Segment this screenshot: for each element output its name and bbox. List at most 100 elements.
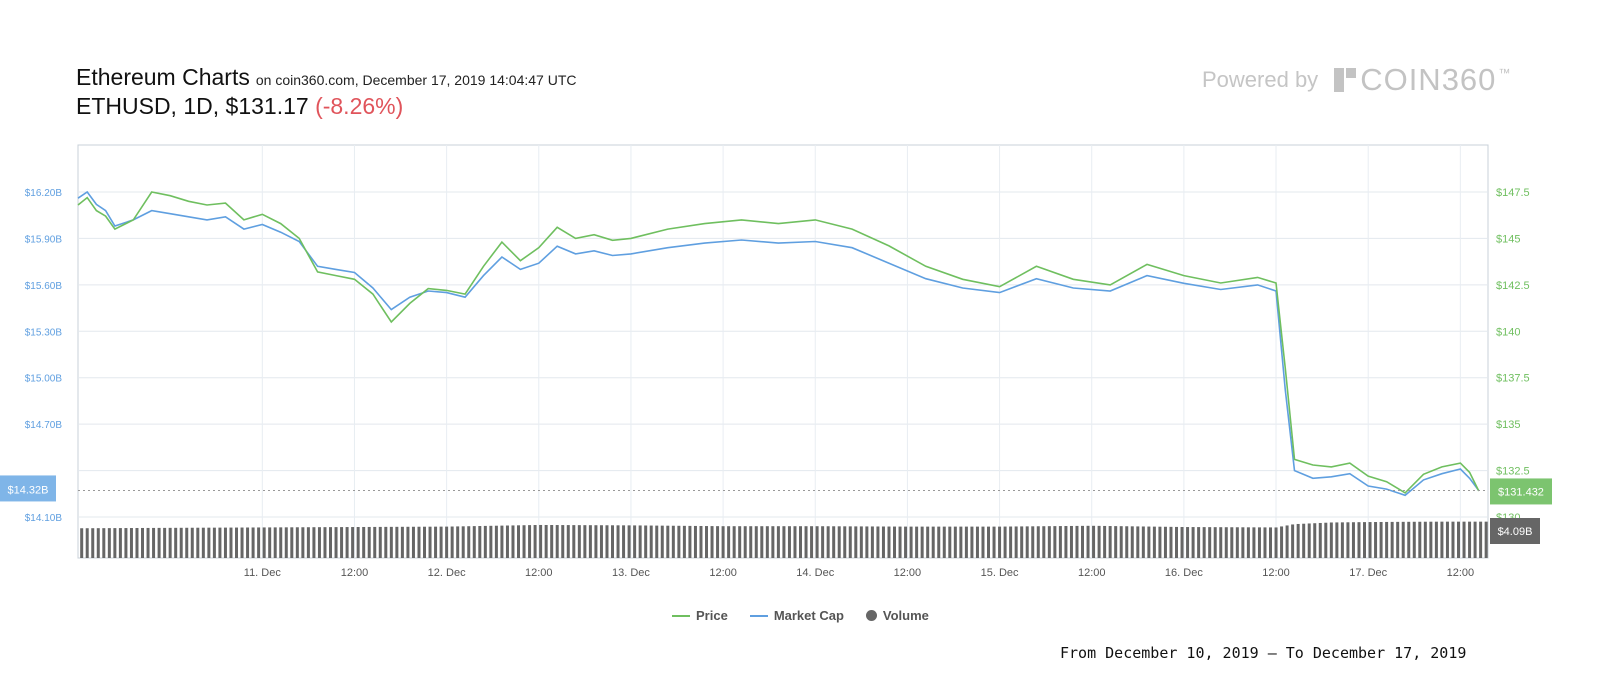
volume-bar [716,526,720,558]
volume-bar [295,527,299,558]
price-chart[interactable]: $147.5$145$142.5$140$137.5$135$132.5$130… [0,140,1600,600]
volume-bar [533,525,537,558]
volume-bar [566,525,570,558]
volume-bar [323,527,327,558]
volume-bar [682,525,686,558]
volume-bar [1462,521,1466,558]
left-axis-tick: $14.70B [25,420,63,431]
volume-bar [505,525,509,558]
volume-dot-icon [865,610,877,621]
volume-bar [1307,523,1311,558]
volume-bar [1329,522,1333,558]
volume-bar [445,526,449,558]
left-axis-tick: $15.90B [25,234,63,245]
volume-bar [1202,527,1206,558]
volume-bar [981,526,985,558]
volume-bar [1163,526,1167,558]
volume-bar [633,525,637,558]
volume-bar [865,526,869,558]
volume-bar [710,526,714,558]
volume-bar [1390,521,1394,558]
legend-item-price[interactable]: Price [672,608,728,623]
volume-bar [201,527,205,558]
volume-bar [439,526,443,558]
coin360-logo: COIN360 ™ [1334,62,1511,98]
volume-bar [163,527,167,558]
volume-bar [821,526,825,558]
coin360-logo-mark-icon [1334,68,1357,92]
chart-legend: Price Market Cap Volume [672,608,929,623]
volume-bar [898,526,902,558]
volume-bar [660,525,664,558]
x-axis-tick: 12:00 [1078,567,1106,579]
volume-bar [1025,526,1029,558]
volume-bar [351,527,355,558]
volume-bar [268,527,272,558]
market-cap-marker-label: $14.32B [8,484,49,496]
volume-bar [472,526,476,558]
volume-bar [85,528,89,558]
volume-bar [406,526,410,558]
volume-bar [1125,526,1129,558]
volume-bar [1324,522,1328,558]
volume-bar [129,528,133,558]
volume-bar [456,526,460,558]
volume-bar [987,526,991,558]
legend-item-volume[interactable]: Volume [865,608,929,623]
left-axis-tick: $15.00B [25,374,63,385]
volume-bar [528,525,532,558]
market-cap-line-icon [749,614,768,617]
volume-bar [1141,526,1145,558]
volume-bar [870,526,874,558]
volume-bar [96,528,100,558]
volume-bar [937,526,941,558]
volume-bar [1263,527,1267,558]
volume-bar [478,526,482,558]
volume-bar [1423,521,1427,558]
x-axis-tick: 12:00 [1447,567,1475,579]
legend-item-market-cap[interactable]: Market Cap [749,608,844,623]
volume-marker-label: $4.09B [1498,526,1533,538]
volume-bar [107,528,111,558]
volume-bar [776,526,780,558]
x-axis-tick: 16. Dec [1165,567,1203,579]
volume-bar [1092,525,1096,558]
right-axis-tick: $132.5 [1496,466,1530,478]
volume-bar [1108,526,1112,558]
price-line-icon [672,614,690,617]
volume-bar [1031,526,1035,558]
volume-bar [235,527,239,558]
volume-bar [920,526,924,558]
interval-label: 1D, [183,93,220,119]
volume-bar [539,524,543,558]
volume-bar [174,527,178,558]
chart-title-block: Ethereum Charts on coin360.com, December… [76,64,577,120]
volume-bar [1036,526,1040,558]
volume-bar [1445,521,1449,558]
volume-bar [843,526,847,558]
volume-bar [80,528,84,558]
volume-bar [124,528,128,558]
volume-bar [1457,521,1461,558]
volume-bar [1086,525,1090,558]
volume-bar [1064,526,1068,558]
volume-bar [1418,521,1422,558]
volume-bar [1003,526,1007,558]
volume-bar [1412,521,1416,558]
volume-bar [373,526,377,558]
volume-bar [544,524,548,558]
volume-bar [417,526,421,558]
volume-bar [152,527,156,558]
powered-by-label: Powered by [1202,67,1319,92]
powered-by[interactable]: Powered by COIN360 ™ [1202,62,1511,98]
volume-bar [1396,521,1400,558]
volume-bar [837,526,841,558]
volume-bar [1479,521,1483,558]
volume-bar [749,526,753,558]
volume-bar [273,527,277,558]
volume-bar [489,525,493,558]
volume-bar [854,526,858,558]
volume-bar [1020,526,1024,558]
volume-bar [832,526,836,558]
volume-bar [859,526,863,558]
